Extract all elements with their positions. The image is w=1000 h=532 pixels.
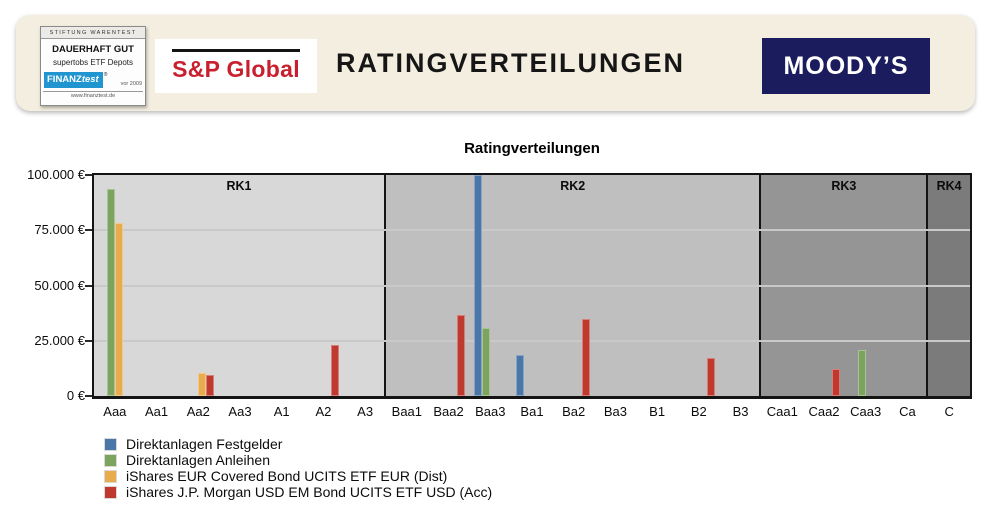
sp-global-logo-text: S&P Global [172,56,300,82]
bar-ba1-series1 [516,355,524,396]
y-tick-mark [85,395,92,397]
x-axis: Aaa Aa1 Aa2 Aa3 A1 A2 A3 Baa1 Baa2 Baa3 Ba1 Ba2 Ba3 B… [92,404,972,422]
y-tick-mark [85,229,92,232]
region-label-rk1: RK1 [226,179,252,193]
y-axis: 0 € 25.000 € 50.000 € 75.000 € 100.000 € [0,167,92,403]
x-label-a2: A2 [315,404,332,419]
gridline [94,284,970,287]
x-label-aa3: Aa3 [228,404,252,419]
x-label-ba3: Ba3 [603,404,627,419]
x-label-c: C [944,404,954,419]
gridline [94,339,970,342]
badge-rating-text: DAUERHAFT GUT [52,43,134,55]
region-label-rk3: RK3 [831,179,857,193]
y-tick-label: 75.000 € [34,222,85,238]
x-label-caa1: Caa1 [766,404,798,419]
legend-label: iShares J.P. Morgan USD EM Bond UCITS ET… [126,484,493,500]
legend-item-series3: iShares EUR Covered Bond UCITS ETF EUR (… [104,468,492,484]
x-label-baa1: Baa1 [391,404,423,419]
bar-a2-series4 [331,345,340,396]
x-label-a1: A1 [273,404,290,419]
x-label-baa3: Baa3 [475,404,506,419]
x-label-caa2: Caa2 [808,404,840,419]
legend-swatch-icon [104,437,117,451]
badge-year: vor 2009 [120,80,142,87]
legend-item-series2: Direktanlagen Anleihen [104,452,492,468]
y-tick-mark [85,284,92,287]
registered-trademark-icon: ® [103,71,108,78]
moodys-logo-text: MOODY’S [783,51,909,80]
bar-caa3-series2 [857,349,866,396]
finanztest-logo: FINANZtest [44,71,103,88]
y-tick-mark [85,339,92,342]
chart-title: Ratingverteilungen [464,140,600,157]
y-tick-label: 25.000 € [34,332,85,348]
bar-ba2-series4 [581,318,590,396]
legend-item-series4: iShares J.P. Morgan USD EM Bond UCITS ET… [104,484,492,500]
bar-baa2-series4 [456,315,465,396]
y-tick-label: 100.000 € [27,167,85,182]
legend-swatch-icon [104,453,117,467]
sp-global-logo-bar [172,49,300,52]
x-label-a3: A3 [357,404,374,419]
legend-label: Direktanlagen Festgelder [126,436,283,452]
sp-global-logo: S&P Global [155,39,317,93]
legend-swatch-icon [104,469,117,483]
y-tick-label: 50.000 € [34,277,85,293]
x-label-b2: B2 [690,404,707,419]
x-label-b1: B1 [649,404,666,419]
x-label-aa1: Aa1 [144,404,169,419]
x-label-ba2: Ba2 [562,404,586,419]
x-label-caa3: Caa3 [850,404,882,419]
x-label-aaa: Aaa [103,404,127,419]
legend-swatch-icon [104,485,117,499]
bar-baa3-series2 [482,327,491,396]
x-label-baa2: Baa2 [433,404,464,419]
region-label-rk2: RK2 [560,179,586,193]
badge-publisher: STIFTUNG WARENTEST [41,27,145,39]
plot-area: RK1 RK2 RK3 RK4 [92,173,972,399]
legend: Direktanlagen Festgelder Direktanlagen An… [104,436,492,500]
legend-label: iShares EUR Covered Bond UCITS ETF EUR (… [126,468,448,484]
bar-b2-series4 [706,358,715,396]
bar-aaa-series2 [106,189,115,396]
x-label-b3: B3 [732,404,749,419]
moodys-logo: MOODY’S [762,38,930,94]
gridline [94,229,970,232]
x-label-ba1: Ba1 [520,404,544,419]
finanztest-award-badge: STIFTUNG WARENTEST DAUERHAFT GUT superto… [40,26,146,106]
legend-item-series1: Direktanlagen Festgelder [104,436,492,452]
badge-url: www.finanztest.de [43,90,143,99]
bar-baa3-series1 [474,175,483,396]
legend-label: Direktanlagen Anleihen [126,452,270,468]
badge-logo-row: FINANZtest ® vor 2009 [44,71,142,88]
bar-aaa-series3 [114,222,123,396]
badge-subject-text: supertobs ETF Depots [52,57,134,67]
y-tick-mark [85,174,92,176]
x-label-aa2: Aa2 [186,404,210,419]
region-label-rk4: RK4 [936,179,962,193]
page-title: RATINGVERTEILUNGEN [336,48,686,78]
header-banner: STIFTUNG WARENTEST DAUERHAFT GUT superto… [16,15,975,111]
bar-caa2-series4 [832,369,840,396]
bar-aa2-series4 [206,375,215,396]
x-label-ca: Ca [899,404,916,419]
bar-aa2-series3 [198,372,207,396]
y-tick-label: 0 € [66,388,85,403]
